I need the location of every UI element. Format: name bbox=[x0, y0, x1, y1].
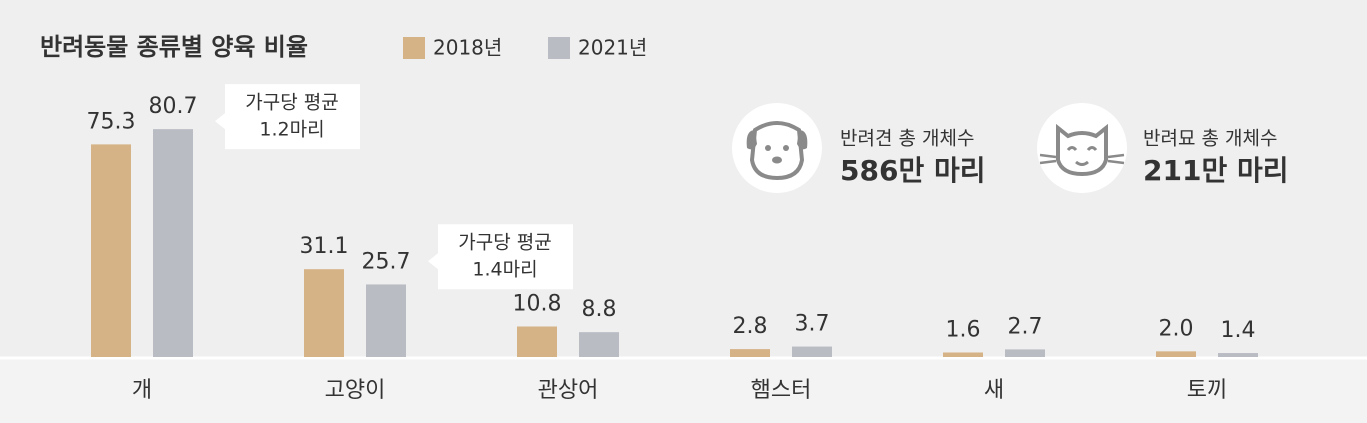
legend-label: 2018년 bbox=[433, 36, 502, 60]
value-label: 25.7 bbox=[362, 249, 411, 274]
axis-band bbox=[0, 358, 1367, 423]
value-label: 8.8 bbox=[582, 297, 617, 322]
x-tick-label: 개 bbox=[132, 378, 152, 403]
legend-swatch bbox=[403, 37, 425, 59]
bar bbox=[517, 326, 557, 357]
x-tick-label: 고양이 bbox=[325, 378, 386, 403]
bar bbox=[579, 332, 619, 357]
dog-icon bbox=[732, 103, 822, 193]
callout-text: 1.4마리 bbox=[472, 259, 537, 281]
chart-title: 반려동물 종류별 양육 비율 bbox=[40, 33, 308, 61]
legend-label: 2021년 bbox=[578, 36, 647, 60]
value-label: 2.7 bbox=[1008, 314, 1043, 339]
bar bbox=[91, 144, 131, 357]
legend-swatch bbox=[548, 37, 570, 59]
value-label: 2.0 bbox=[1159, 316, 1194, 341]
bar bbox=[730, 349, 770, 357]
callout-box bbox=[428, 224, 573, 290]
value-label: 10.8 bbox=[513, 292, 562, 317]
bar bbox=[792, 346, 832, 357]
stat-value: 586만 마리 bbox=[840, 154, 985, 187]
bar bbox=[304, 269, 344, 357]
bar bbox=[1005, 349, 1045, 357]
x-tick-label: 토끼 bbox=[1187, 378, 1227, 403]
bar bbox=[1218, 353, 1258, 357]
cat-icon bbox=[1037, 103, 1127, 193]
bar bbox=[1156, 351, 1196, 357]
value-label: 1.6 bbox=[946, 317, 981, 342]
value-label: 80.7 bbox=[149, 94, 198, 119]
bar bbox=[153, 129, 193, 357]
x-tick-label: 햄스터 bbox=[751, 378, 812, 403]
x-tick-label: 새 bbox=[984, 378, 1004, 403]
callout-text: 가구당 평균 bbox=[458, 232, 551, 254]
stat-value: 211만 마리 bbox=[1143, 154, 1288, 187]
callout-box bbox=[215, 84, 360, 150]
bar bbox=[366, 284, 406, 357]
value-label: 75.3 bbox=[87, 109, 136, 134]
value-label: 31.1 bbox=[300, 234, 349, 259]
x-tick-label: 관상어 bbox=[538, 378, 599, 403]
callout-text: 가구당 평균 bbox=[245, 92, 338, 114]
bar bbox=[943, 352, 983, 357]
callout-text: 1.2마리 bbox=[259, 119, 324, 141]
value-label: 1.4 bbox=[1221, 318, 1256, 343]
stat-label: 반려견 총 개체수 bbox=[840, 128, 974, 150]
value-label: 3.7 bbox=[795, 312, 830, 337]
stat-label: 반려묘 총 개체수 bbox=[1143, 128, 1277, 150]
value-label: 2.8 bbox=[733, 314, 768, 339]
